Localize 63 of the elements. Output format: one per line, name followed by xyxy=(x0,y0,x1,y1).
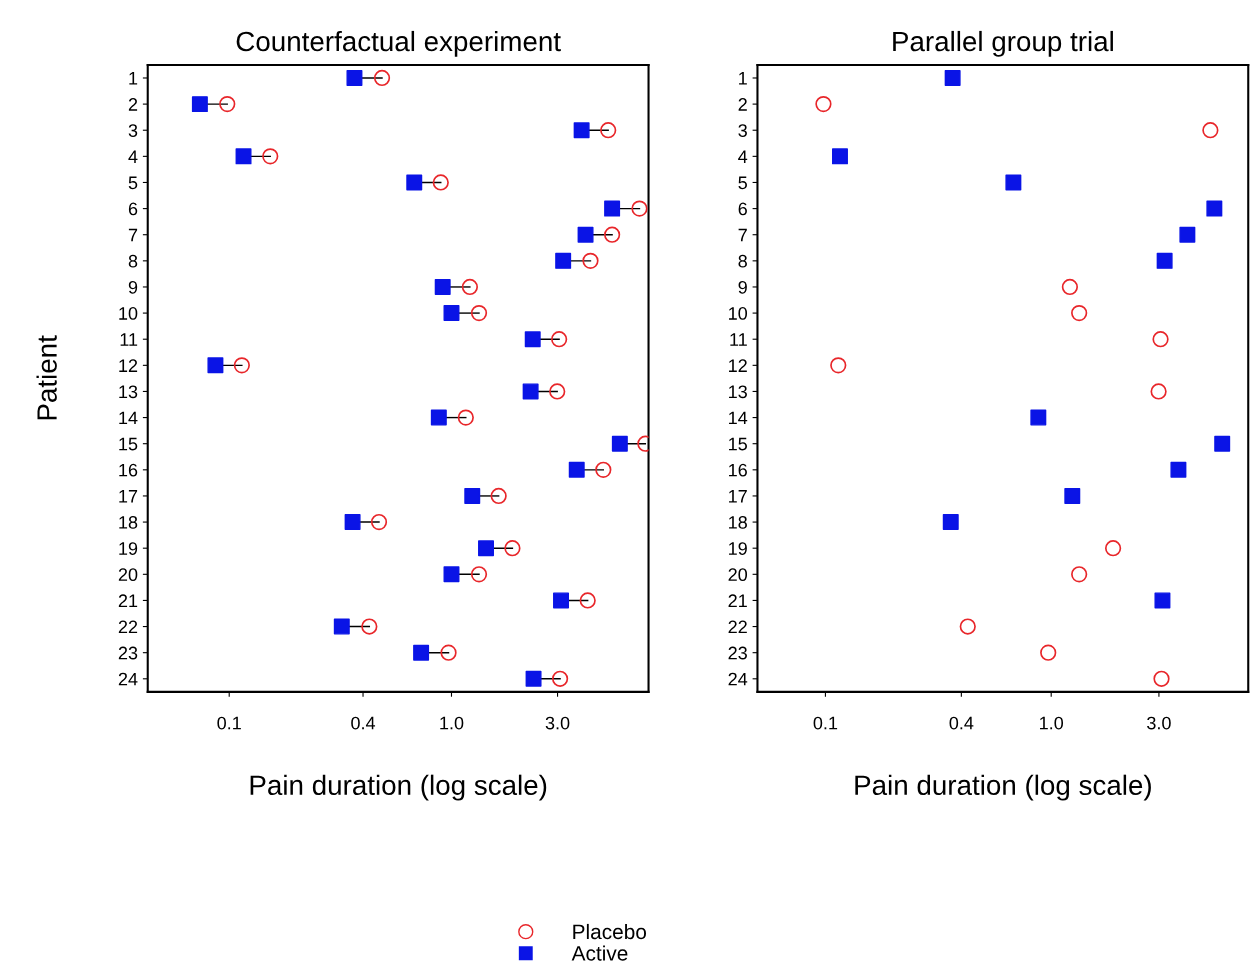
x-tick-label: 0.4 xyxy=(949,716,974,730)
y-tick-label: 6 xyxy=(738,202,747,216)
y-tick-label: 10 xyxy=(119,307,138,320)
y-tick-label: 12 xyxy=(729,359,747,372)
y-tick-label: 2 xyxy=(128,98,138,111)
chart-title: Counterfactual experiment xyxy=(236,30,561,57)
y-tick-label: 20 xyxy=(118,568,138,582)
y-tick-label: 15 xyxy=(729,437,747,451)
y-tick-label: 23 xyxy=(118,646,138,660)
y-tick-label: 4 xyxy=(128,150,138,163)
x-axis-title: Pain duration (log scale) xyxy=(855,774,1151,801)
y-tick-label: 23 xyxy=(728,646,747,660)
legend-label: Active xyxy=(571,945,628,961)
y-tick-label: 6 xyxy=(128,202,138,216)
y-tick-label: 9 xyxy=(128,280,138,294)
x-tick-label: 1.0 xyxy=(1040,716,1064,730)
y-tick-label: 24 xyxy=(118,672,138,686)
y-tick-label: 21 xyxy=(728,594,747,607)
x-tick-label: 1.0 xyxy=(440,716,464,730)
y-tick-label: 13 xyxy=(119,385,138,399)
y-tick-label: 19 xyxy=(729,542,747,555)
y-tick-label: 16 xyxy=(119,463,138,477)
y-tick-label: 2 xyxy=(738,98,747,111)
legend-label: Placebo xyxy=(573,923,647,940)
y-tick-label: 7 xyxy=(738,228,747,242)
x-tick-label: 0.1 xyxy=(813,716,838,730)
y-tick-label: 3 xyxy=(128,124,138,137)
y-tick-label: 5 xyxy=(738,176,747,190)
x-tick-label: 3.0 xyxy=(545,716,570,730)
y-tick-label: 7 xyxy=(128,228,138,242)
y-tick-label: 22 xyxy=(118,620,138,634)
y-tick-label: 9 xyxy=(738,280,747,294)
y-tick-label: 12 xyxy=(119,359,138,372)
y-tick-label: 1 xyxy=(129,72,138,85)
y-tick-label: 14 xyxy=(729,411,748,425)
x-tick-label: 0.4 xyxy=(351,716,376,730)
y-tick-label: 15 xyxy=(119,437,138,451)
y-tick-label: 17 xyxy=(119,490,138,503)
y-tick-label: 14 xyxy=(119,411,138,425)
y-tick-label: 13 xyxy=(729,385,747,399)
y-tick-label: 24 xyxy=(728,672,748,686)
y-tick-label: 11 xyxy=(120,333,138,346)
y-tick-label: 21 xyxy=(118,594,138,607)
y-axis-title: Patient xyxy=(36,335,57,420)
y-tick-label: 17 xyxy=(729,490,747,503)
chart-title: Parallel group trial xyxy=(893,30,1113,57)
y-tick-label: 5 xyxy=(128,176,138,190)
x-axis-title: Pain duration (log scale) xyxy=(250,774,547,801)
y-tick-label: 20 xyxy=(728,568,748,582)
x-tick-label: 3.0 xyxy=(1147,716,1171,730)
y-tick-label: 3 xyxy=(738,124,747,137)
y-tick-label: 8 xyxy=(738,254,747,268)
y-tick-label: 19 xyxy=(119,542,138,555)
y-tick-label: 1 xyxy=(739,72,747,85)
y-tick-label: 18 xyxy=(119,516,138,529)
y-tick-label: 11 xyxy=(730,333,747,346)
y-tick-label: 4 xyxy=(738,150,748,163)
y-tick-label: 16 xyxy=(729,463,747,477)
y-tick-label: 18 xyxy=(729,516,747,529)
y-tick-label: 22 xyxy=(728,620,747,634)
x-tick-label: 0.1 xyxy=(217,716,241,730)
y-tick-label: 10 xyxy=(729,307,748,320)
y-tick-label: 8 xyxy=(128,254,138,268)
